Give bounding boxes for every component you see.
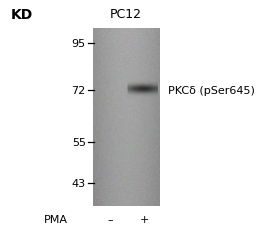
Text: PMA: PMA: [44, 214, 68, 224]
Text: PC12: PC12: [110, 8, 141, 21]
Text: KD: KD: [11, 8, 33, 22]
Text: –: –: [107, 214, 113, 224]
Text: 72: 72: [71, 86, 86, 96]
Text: 55: 55: [72, 137, 86, 147]
Text: PKCδ (pSer645): PKCδ (pSer645): [168, 86, 254, 96]
Text: 43: 43: [72, 178, 86, 188]
Text: +: +: [140, 214, 149, 224]
Text: 95: 95: [72, 39, 86, 49]
